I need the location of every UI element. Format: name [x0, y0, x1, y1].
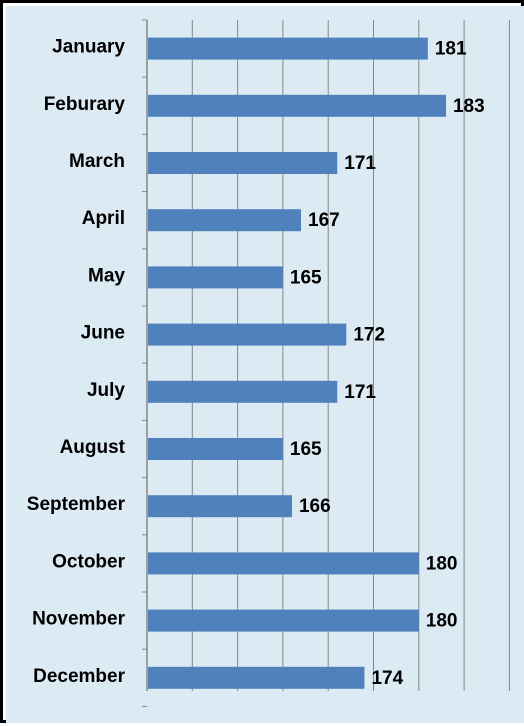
- data-label: 174: [371, 668, 403, 689]
- bar-august: [148, 438, 283, 460]
- data-label: 165: [290, 439, 322, 460]
- category-label: December: [33, 666, 125, 687]
- category-label: November: [32, 609, 126, 630]
- category-label: September: [27, 494, 126, 515]
- category-label: March: [69, 151, 125, 172]
- data-label: 172: [353, 325, 385, 346]
- bar-march: [148, 152, 338, 174]
- bars: [148, 37, 446, 689]
- bar-chart: January 181 Feburary 183 March 171 April 167 May…: [6, 6, 524, 723]
- category-label: May: [88, 265, 125, 286]
- bar-may: [148, 266, 283, 289]
- plot-area: [6, 6, 524, 723]
- bar-june: [148, 323, 347, 346]
- bar-july: [148, 380, 338, 403]
- data-label: 165: [290, 267, 322, 288]
- data-label: 166: [299, 496, 331, 517]
- bar-april: [148, 209, 302, 232]
- data-label: 180: [426, 553, 458, 574]
- category-label: Feburary: [44, 94, 126, 115]
- category-label: July: [87, 380, 125, 401]
- category-label: August: [60, 437, 126, 458]
- bar-feburary: [148, 94, 446, 117]
- data-label: 181: [435, 39, 467, 60]
- data-label: 180: [426, 611, 458, 632]
- data-label: 171: [344, 153, 376, 174]
- labels: January 181 Feburary 183 March 171 April 167 May…: [27, 37, 485, 689]
- category-label: April: [82, 208, 125, 229]
- bar-september: [148, 495, 292, 518]
- bar-october: [148, 552, 419, 575]
- bar-january: [148, 37, 428, 60]
- category-label: January: [52, 37, 125, 58]
- bar-december: [148, 666, 365, 689]
- data-label: 167: [308, 210, 340, 231]
- category-label: June: [81, 323, 125, 344]
- data-label: 183: [453, 96, 485, 117]
- category-label: October: [52, 551, 125, 572]
- gridlines: [142, 19, 510, 707]
- data-label: 171: [344, 382, 376, 403]
- bar-november: [148, 609, 419, 632]
